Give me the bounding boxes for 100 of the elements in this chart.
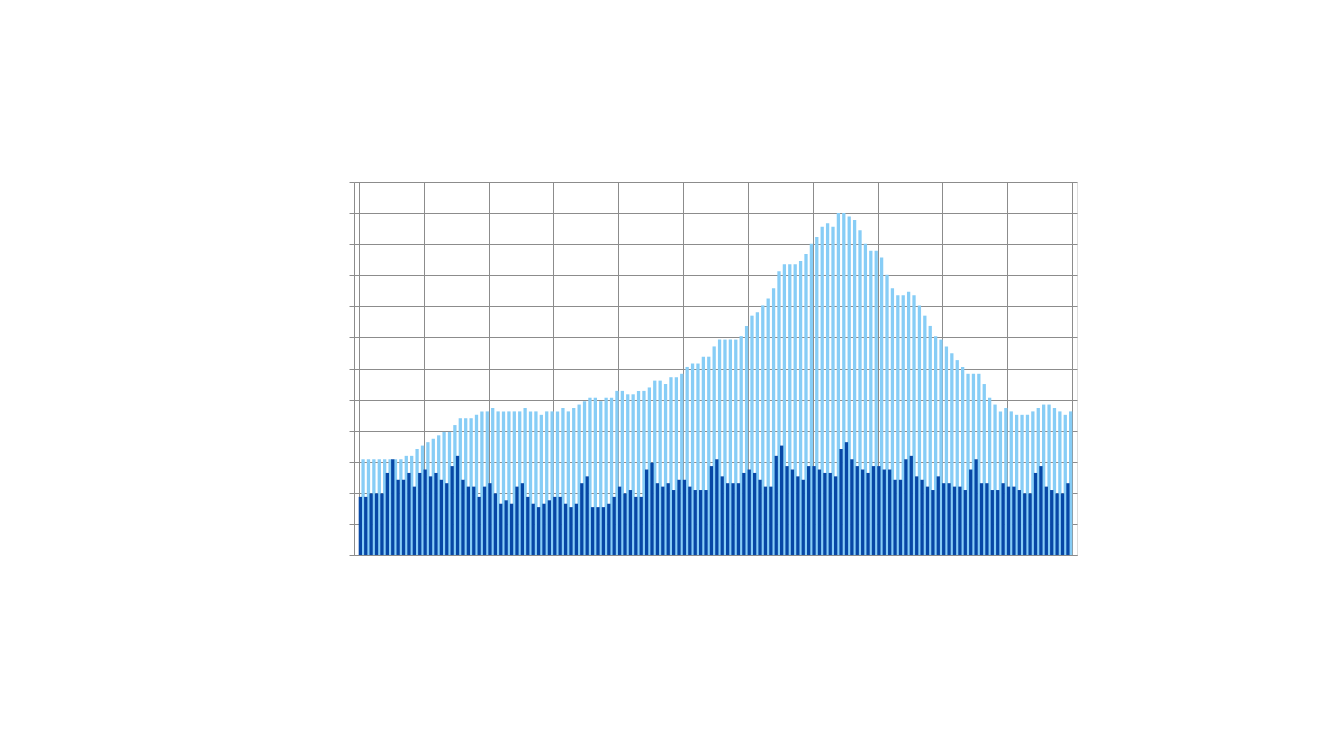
bar [455,455,460,555]
bar [812,466,816,555]
bar [358,496,362,555]
bar [374,493,379,555]
bar [871,466,876,555]
bar [866,472,870,555]
bar [715,459,719,555]
bar [447,431,452,555]
bar [963,490,967,555]
bar [555,411,560,555]
bar [966,373,970,555]
bar [461,479,465,555]
bar [882,469,886,555]
bar [744,325,749,555]
bar [974,459,978,555]
bar [796,476,800,555]
bar [439,479,443,555]
bar [904,459,908,555]
bar [1006,486,1011,555]
bar [507,411,511,555]
bar [931,490,935,555]
bar [650,462,654,555]
bar [617,486,622,555]
bar [420,445,425,555]
bar [488,483,492,555]
bar [528,411,533,555]
bar [885,274,889,555]
bar [942,483,946,555]
bar [609,397,614,555]
bar [509,503,514,555]
bar [861,469,865,555]
bar [855,466,859,555]
bar [979,483,984,555]
bar [969,469,973,555]
bar [1050,490,1054,555]
bar [1044,486,1048,555]
bar [709,466,714,555]
bar [380,493,384,555]
bar [612,496,616,555]
bar [817,469,822,555]
bar [1058,411,1062,555]
bar [898,479,903,555]
bar [688,486,692,555]
bar [531,503,535,555]
bar [1031,411,1035,555]
bar [958,486,962,555]
bar [936,476,940,555]
bar [501,411,506,555]
bar [577,404,581,555]
bar [385,472,389,555]
bar [888,469,892,555]
bar [996,490,1000,555]
bar [736,483,741,555]
bar [839,449,843,555]
bar [515,486,519,555]
bar [642,390,646,555]
bar [644,469,649,555]
bar [725,483,730,555]
bar [939,339,943,555]
bar [434,472,438,555]
bar [496,411,500,555]
bar [785,466,789,555]
bar [1017,490,1021,555]
bar [807,466,811,555]
bar [801,479,805,555]
bar [526,496,530,555]
bar [947,483,951,555]
bar [985,483,989,555]
bar [952,486,957,555]
bar [582,401,587,555]
bar [750,315,754,555]
bar [396,479,400,555]
bar [663,384,668,555]
bar [401,479,406,555]
bar [480,411,484,555]
bar [915,476,919,555]
bar [758,479,762,555]
bar [704,490,708,555]
bar [623,493,627,555]
bar [780,445,784,555]
bar [418,472,422,555]
bar [639,496,643,555]
bar [771,288,776,555]
bar [607,503,611,555]
bar [717,339,722,555]
bar [774,455,778,555]
bar [877,466,881,555]
bar [601,507,606,555]
bar [1066,483,1070,555]
bar [753,472,757,555]
bar [553,496,557,555]
bar [590,507,595,555]
bar [798,260,803,555]
bar [469,418,473,555]
bar [777,271,781,555]
bar [831,226,835,555]
bar [747,469,751,555]
bar [428,476,433,555]
bar [661,486,665,555]
bar [834,476,838,555]
